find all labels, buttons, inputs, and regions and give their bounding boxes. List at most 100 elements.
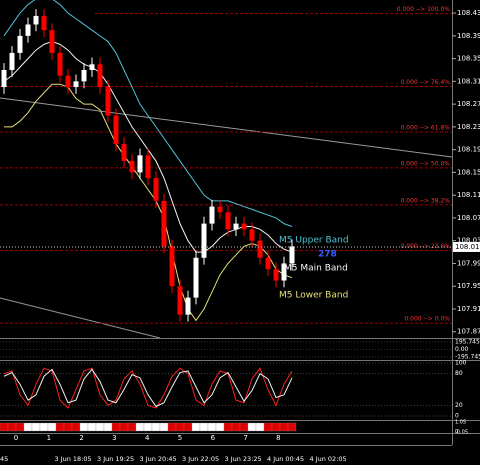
candle-body: [65, 75, 71, 88]
x-tick-label: 3 Jun 19:25: [97, 455, 134, 463]
strip-label: 3: [112, 434, 116, 442]
y-tick-label: 108.11: [457, 191, 480, 199]
y-tick-label: 108.15: [457, 168, 480, 176]
strip-cell: [47, 422, 57, 432]
band-line: [3, 0, 293, 227]
x-tick-label: 3 Jun 20:45: [140, 455, 177, 463]
candle-body: [81, 69, 87, 82]
strip-cell: [175, 422, 185, 432]
y-tick-label: 108.43: [457, 9, 480, 17]
strip-cell: [239, 422, 249, 432]
strip-cell: [191, 422, 201, 432]
x-tick-label: 3 Jun 22:05: [182, 455, 219, 463]
strip-cell: [55, 422, 65, 432]
strip-cell: [7, 422, 17, 432]
strip-cell: [79, 422, 89, 432]
strip-cell: [143, 422, 153, 432]
band-label: M5 Lower Band: [279, 291, 348, 301]
frame: [0, 0, 480, 446]
fib-label: 0.000 --> 61.8%: [401, 125, 451, 132]
cci-tick-label: 0.00: [455, 346, 469, 353]
candle-body: [137, 155, 143, 173]
fib-label: 0.000 --> 100.0%: [397, 6, 451, 13]
candle-body: [41, 15, 47, 31]
strip-label: 4: [145, 434, 150, 442]
candle-body: [49, 30, 55, 53]
y-tick-label: 108.23: [457, 123, 480, 131]
candle-body: [169, 246, 175, 287]
strip-cell: [215, 422, 225, 432]
strip-tick-label: 1.05: [455, 420, 466, 426]
candle-body: [233, 223, 239, 230]
y-tick-label: 107.99: [457, 259, 480, 267]
strip-cell: [271, 422, 281, 432]
candle-body: [185, 297, 191, 315]
strip-cell: [159, 422, 169, 432]
strip-label: 8: [276, 434, 280, 442]
candle-body: [209, 206, 215, 224]
x-tick-label: 4 Jun 00:45: [267, 455, 304, 463]
x-tick-label: 3 Jun 23:25: [225, 455, 262, 463]
current-price-box: [453, 241, 480, 252]
strip-cell: [95, 422, 105, 432]
candle-body: [121, 143, 127, 162]
y-tick-label: 108.35: [457, 55, 480, 63]
strip-cell: [71, 422, 81, 432]
candle-body: [145, 155, 151, 179]
y-tick-label: 108.07: [457, 214, 480, 222]
candle-body: [1, 69, 7, 88]
candle-body: [225, 212, 231, 230]
trend-line: [0, 97, 453, 158]
strip-cell: [127, 422, 137, 432]
strip-cell: [31, 422, 41, 432]
strip-label: 0: [14, 434, 18, 442]
x-tick-label: 45: [0, 455, 8, 463]
strip-cell: [151, 422, 161, 432]
y-tick-label: 108.03: [457, 237, 480, 245]
candle-body: [177, 286, 183, 315]
y-tick-label: 107.91: [457, 305, 480, 313]
candle-body: [57, 52, 63, 76]
candle-body: [161, 200, 167, 247]
trend-line: [0, 297, 161, 339]
band-line: [4, 83, 293, 322]
cci-tick-label: 195.7456: [455, 339, 480, 346]
candle-body: [73, 81, 79, 88]
strip-cell: [223, 422, 233, 432]
strip-cell: [0, 422, 9, 432]
candle-body: [97, 64, 103, 88]
strip-cell: [231, 422, 241, 432]
fib-label: 0.000 --> 23.6%: [401, 243, 451, 250]
candle-body: [25, 24, 31, 36]
candle-body: [113, 115, 119, 144]
strip-cell: [263, 422, 273, 432]
fib-label: 0.000 --> 38.2%: [401, 197, 451, 204]
strip-label: 5: [178, 434, 182, 442]
candle-body: [105, 87, 111, 116]
stoch-tick-label: 100: [455, 360, 467, 367]
stoch-line: [3, 368, 293, 408]
strip-label: 6: [211, 434, 216, 442]
y-tick-label: 108.39: [457, 32, 480, 40]
candle-body: [33, 15, 39, 25]
fib-label: 0.000 --> 50.0%: [401, 160, 451, 167]
strip-label: 2: [79, 434, 83, 442]
stoch-tick-label: 0: [455, 413, 459, 420]
candle-body: [241, 223, 247, 230]
candle-body: [9, 52, 15, 70]
y-tick-label: 108.31: [457, 77, 480, 85]
candle-body: [17, 35, 23, 53]
candle-body: [129, 161, 135, 173]
y-tick-label: 107.87: [457, 328, 480, 336]
strip-cell: [279, 422, 289, 432]
stoch-tick-label: 20: [455, 402, 463, 409]
candle-body: [201, 223, 207, 258]
candle-body: [193, 257, 199, 298]
strip-cell: [87, 422, 97, 432]
candle-body: [265, 257, 271, 270]
strip-tick-label: -0.05: [455, 430, 468, 436]
strip-label: 7: [243, 434, 247, 442]
strip-label: 1: [47, 434, 51, 442]
candle-body: [273, 269, 279, 281]
